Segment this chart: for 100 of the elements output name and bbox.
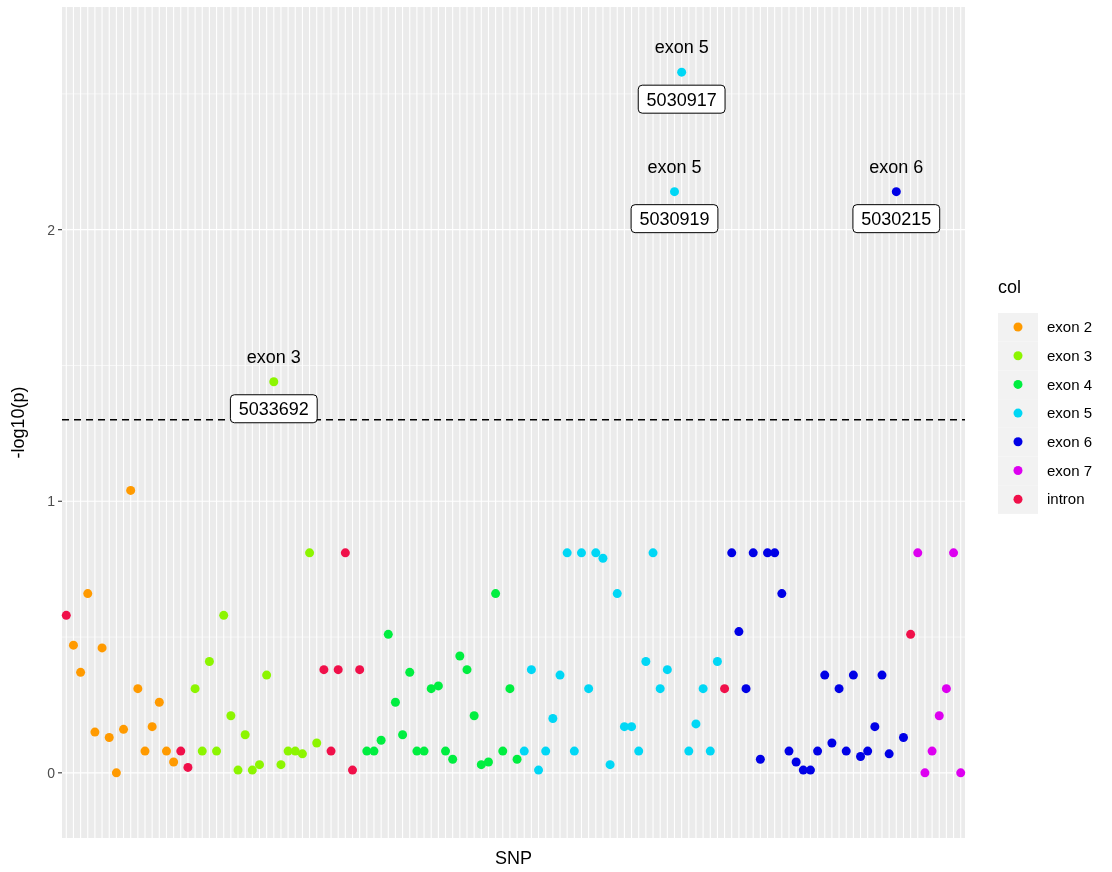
point (254, 760, 264, 770)
annotation: 5030917 (646, 89, 717, 110)
point (498, 746, 508, 756)
point (705, 746, 715, 756)
point (519, 746, 529, 756)
legend-label: exon 4 (1047, 375, 1093, 393)
legend-label: exon 7 (1047, 461, 1093, 479)
point (97, 643, 107, 653)
point (898, 733, 908, 743)
point (140, 746, 150, 756)
point (147, 722, 157, 732)
point (305, 548, 315, 558)
point (584, 684, 594, 694)
point (591, 548, 601, 558)
point (348, 765, 358, 775)
point (212, 746, 222, 756)
point (233, 765, 243, 775)
point (369, 746, 379, 756)
point (934, 711, 944, 721)
point (226, 711, 236, 721)
point (197, 746, 207, 756)
point (598, 553, 608, 563)
point (76, 667, 86, 677)
point (61, 610, 71, 620)
point (83, 589, 93, 599)
point (927, 746, 937, 756)
point (655, 684, 665, 694)
point (526, 665, 536, 675)
point (119, 724, 129, 734)
legend-label: exon 6 (1047, 433, 1093, 451)
point (691, 719, 701, 729)
point (126, 485, 136, 495)
point (441, 746, 451, 756)
point (376, 735, 386, 745)
point (104, 733, 114, 743)
point (805, 765, 815, 775)
point (956, 768, 966, 778)
point (698, 684, 708, 694)
point (219, 610, 229, 620)
point (627, 722, 637, 732)
point (512, 754, 522, 764)
point (133, 684, 143, 694)
point (541, 746, 551, 756)
point (720, 684, 730, 694)
legend-label: intron (1047, 490, 1085, 508)
point (491, 589, 501, 599)
annotation: exon 6 (869, 156, 924, 177)
point (190, 684, 200, 694)
point (949, 548, 959, 558)
point (920, 768, 930, 778)
point (534, 765, 544, 775)
y-axis-title: -log10(p) (8, 386, 28, 459)
point (469, 711, 479, 721)
point (791, 757, 801, 767)
annotation: exon 5 (654, 37, 709, 58)
point (684, 746, 694, 756)
point (476, 760, 486, 770)
point (405, 667, 415, 677)
point (312, 738, 322, 748)
point (247, 765, 257, 775)
point (448, 754, 458, 764)
annotation: exon 5 (647, 156, 702, 177)
y-tick-label: 0 (47, 764, 56, 781)
annotation: 5033692 (238, 399, 309, 420)
point (297, 749, 307, 759)
point (562, 548, 572, 558)
point (941, 684, 951, 694)
point (777, 589, 787, 599)
point (648, 548, 658, 558)
legend-label: exon 5 (1047, 404, 1093, 422)
point (548, 714, 558, 724)
point (555, 670, 565, 680)
y-tick-label: 1 (47, 493, 56, 510)
point (433, 681, 443, 691)
point (727, 548, 737, 558)
point (848, 670, 858, 680)
annotation: exon 3 (246, 346, 301, 367)
point (569, 746, 579, 756)
point (183, 762, 193, 772)
point (712, 656, 722, 666)
point (176, 746, 186, 756)
point (68, 640, 78, 650)
point (276, 760, 286, 770)
point (820, 670, 830, 680)
point (326, 746, 336, 756)
annotation: 5030215 (861, 209, 932, 230)
point (462, 665, 472, 675)
point (841, 746, 851, 756)
point (612, 589, 622, 599)
point (269, 377, 279, 387)
annotation: 5030919 (639, 209, 710, 230)
point (677, 67, 687, 77)
point (355, 665, 365, 675)
point (770, 548, 780, 558)
legend-label: exon 3 (1047, 346, 1093, 364)
point (741, 684, 751, 694)
point (827, 738, 837, 748)
point (383, 629, 393, 639)
point (734, 627, 744, 637)
point (455, 651, 465, 661)
